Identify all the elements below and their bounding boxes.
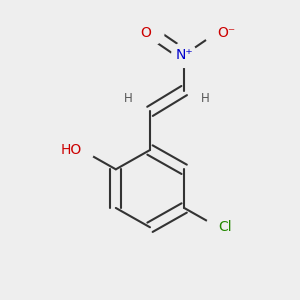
Text: H: H <box>201 92 210 105</box>
Circle shape <box>69 137 94 163</box>
Circle shape <box>172 42 197 68</box>
Text: HO: HO <box>60 143 82 157</box>
Text: Cl: Cl <box>218 220 232 234</box>
Text: N⁺: N⁺ <box>176 48 193 62</box>
Text: O⁻: O⁻ <box>217 26 235 40</box>
Text: O: O <box>141 26 152 40</box>
Circle shape <box>139 20 164 45</box>
Text: H: H <box>123 92 132 105</box>
Circle shape <box>206 215 231 240</box>
Circle shape <box>204 20 230 45</box>
